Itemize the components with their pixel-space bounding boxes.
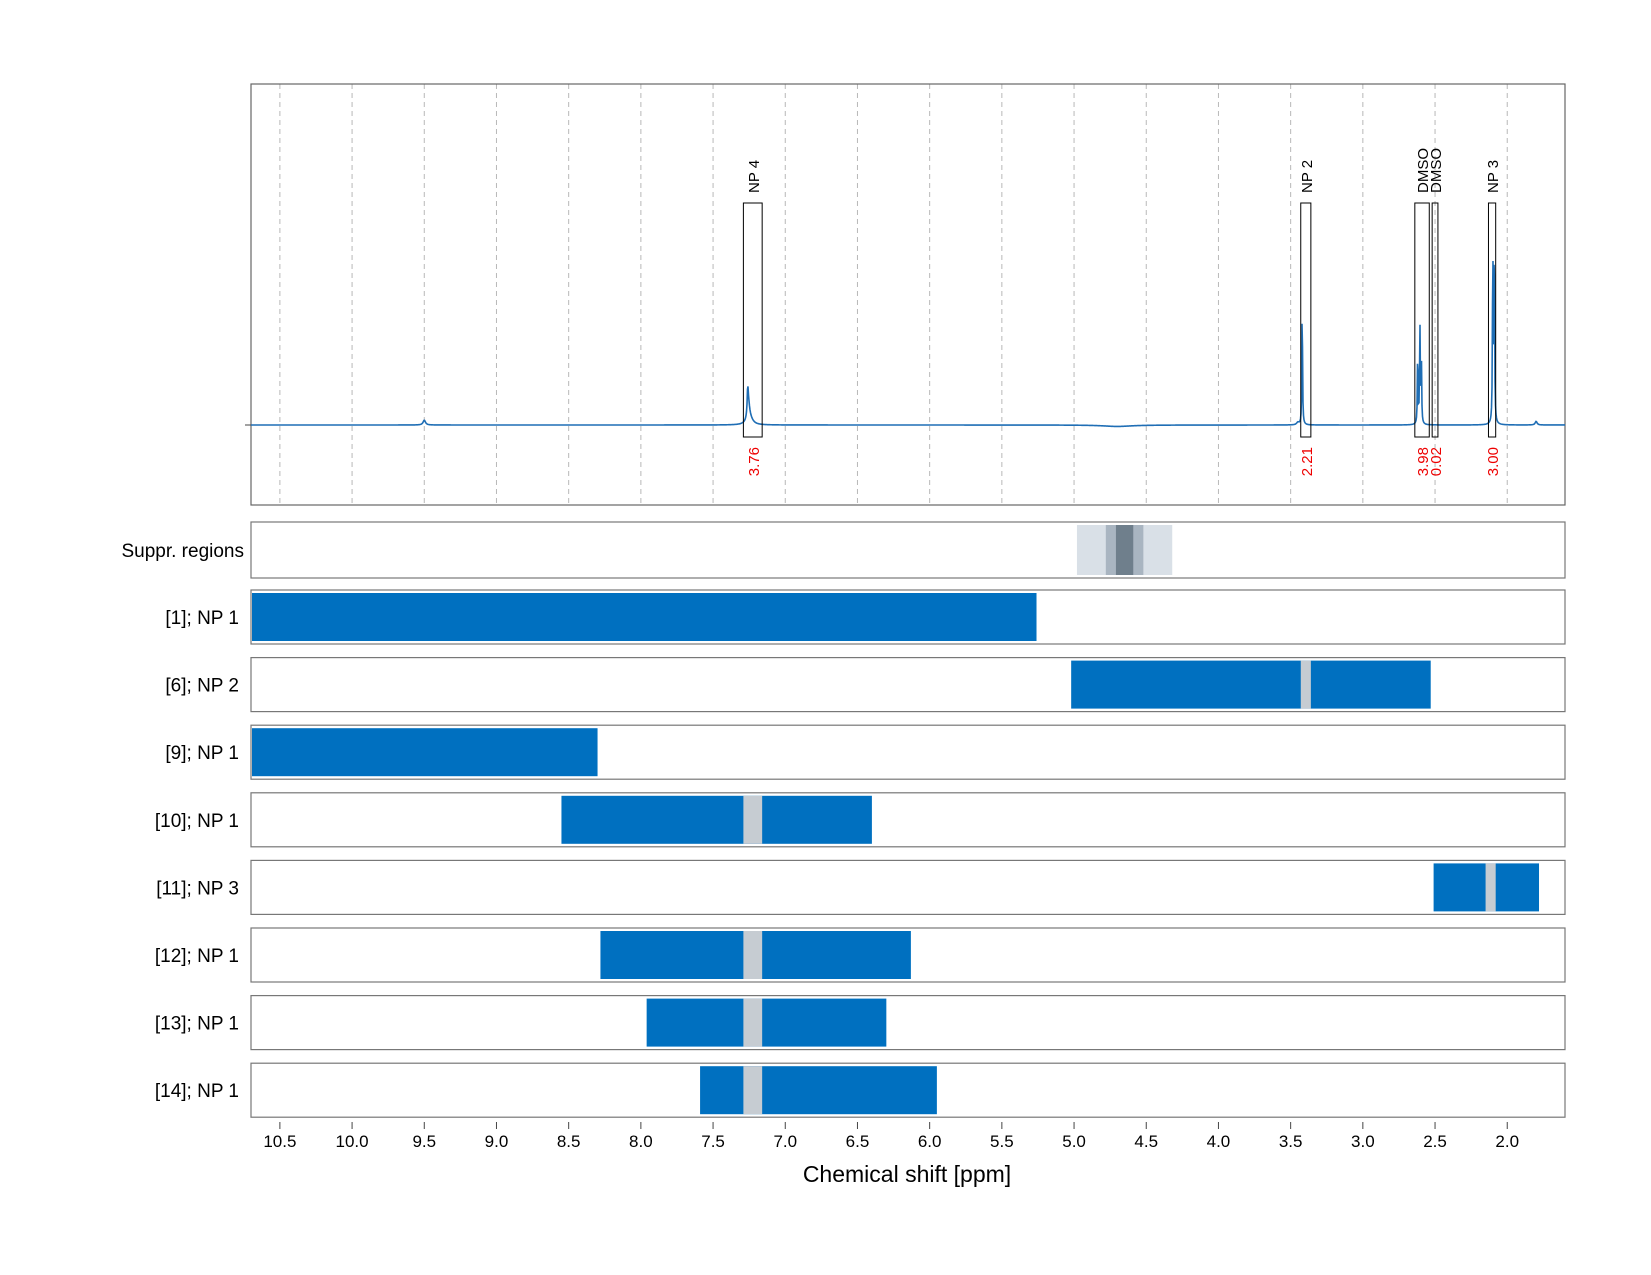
- track-row: [9]; NP 1: [165, 724, 1566, 780]
- integral-value: 3.76: [746, 447, 763, 476]
- x-tick-label: 9.0: [485, 1132, 509, 1151]
- grid-lines: [279, 84, 1508, 505]
- integration-box: [1414, 202, 1430, 438]
- track-label: [14]; NP 1: [155, 1081, 239, 1102]
- track-label: [6]; NP 2: [165, 676, 239, 697]
- peak-label: DMSO: [1428, 148, 1445, 193]
- range-gap: [1300, 660, 1311, 709]
- track-label: [12]; NP 1: [155, 946, 239, 967]
- peak-label: NP 2: [1299, 160, 1316, 193]
- peak-annotation: NP 2 2.21: [1299, 160, 1316, 476]
- track-label: [10]; NP 1: [155, 811, 239, 832]
- x-tick-label: 10.5: [263, 1132, 296, 1151]
- range-bar: [252, 593, 1037, 641]
- peak-label: DMSO: [1415, 148, 1432, 193]
- x-tick-label: 5.5: [990, 1132, 1014, 1151]
- peak-label: NP 3: [1485, 160, 1502, 193]
- track-row: [11]; NP 3: [156, 859, 1566, 916]
- track-row: [13]; NP 1: [155, 994, 1566, 1051]
- track-row: [12]; NP 1: [155, 927, 1566, 983]
- x-tick-label: 5.0: [1062, 1132, 1086, 1151]
- x-tick-label: 7.5: [701, 1132, 725, 1151]
- x-tick-label: 8.0: [629, 1132, 653, 1151]
- range-tracks: [1]; NP 1 [6]; NP 2 [9]; NP 1 [10]; NP 1 [11…: [155, 589, 1566, 1118]
- range-gap: [743, 795, 763, 844]
- x-axis: 10.5 10.0 9.5 9.0 8.5 8.0 7.5 7.0 6.5 6.0 5.5 5.0 4.…: [263, 1122, 1519, 1151]
- peak-label: NP 4: [746, 160, 763, 193]
- integral-value: 2.21: [1299, 447, 1316, 476]
- integral-value: 3.00: [1485, 447, 1502, 476]
- x-tick-label: 2.5: [1423, 1132, 1447, 1151]
- x-tick-label: 4.5: [1134, 1132, 1158, 1151]
- range-bar: [700, 1066, 937, 1115]
- range-gap: [743, 998, 763, 1047]
- suppressed-band: [1115, 525, 1134, 575]
- spectrum-frame: [250, 83, 1566, 506]
- range-gap: [743, 1066, 763, 1115]
- x-tick-label: 8.5: [557, 1132, 581, 1151]
- integral-value: 0.02: [1428, 447, 1445, 476]
- x-tick-label: 2.0: [1495, 1132, 1519, 1151]
- peak-annotation: NP 4 3.76: [742, 160, 763, 476]
- suppressed-regions-panel: Suppr. regions: [121, 521, 1566, 579]
- range-bar: [252, 728, 598, 777]
- suppr-frame: [250, 521, 1566, 579]
- track-label: [11]; NP 3: [156, 878, 239, 899]
- track-row: [14]; NP 1: [155, 1062, 1566, 1118]
- x-tick-label: 6.0: [918, 1132, 942, 1151]
- track-row: [6]; NP 2: [165, 656, 1566, 713]
- track-label: [1]; NP 1: [165, 608, 239, 629]
- range-bar: [561, 795, 872, 844]
- integral-value: 3.98: [1415, 447, 1432, 476]
- x-tick-label: 3.0: [1351, 1132, 1375, 1151]
- x-tick-label: 7.0: [773, 1132, 797, 1151]
- track-row: [10]; NP 1: [155, 792, 1566, 848]
- range-bar: [1071, 660, 1431, 709]
- x-tick-label: 9.5: [412, 1132, 436, 1151]
- spectrum-panel: NP 4 3.76 NP 2 2.21 DMSO 3.98 DMSO 0.02 NP 3 3.00: [245, 83, 1566, 506]
- track-frame: [250, 859, 1566, 916]
- x-axis-label: Chemical shift [ppm]: [803, 1161, 1011, 1187]
- track-row: [1]; NP 1: [165, 589, 1566, 645]
- peak-annotation: DMSO 3.98: [1414, 148, 1432, 476]
- range-gap: [1485, 863, 1496, 912]
- range-bar: [646, 998, 887, 1047]
- track-frame: [250, 792, 1566, 848]
- track-label: [13]; NP 1: [155, 1014, 239, 1035]
- range-gap: [743, 931, 763, 979]
- suppr-label: Suppr. regions: [121, 541, 244, 562]
- track-label: [9]; NP 1: [165, 743, 239, 764]
- track-frame: [250, 994, 1566, 1051]
- x-tick-label: 4.0: [1207, 1132, 1231, 1151]
- x-tick-label: 10.0: [336, 1132, 369, 1151]
- peak-annotation: NP 3 3.00: [1485, 160, 1502, 476]
- integration-box: [1431, 202, 1439, 438]
- integration-box: [742, 202, 763, 438]
- integration-box: [1487, 202, 1497, 438]
- x-tick-label: 6.5: [846, 1132, 870, 1151]
- x-tick-label: 3.5: [1279, 1132, 1303, 1151]
- integration-box: [1300, 202, 1312, 438]
- spectrum-line: [251, 260, 1565, 428]
- peak-annotation: DMSO 0.02: [1428, 148, 1445, 476]
